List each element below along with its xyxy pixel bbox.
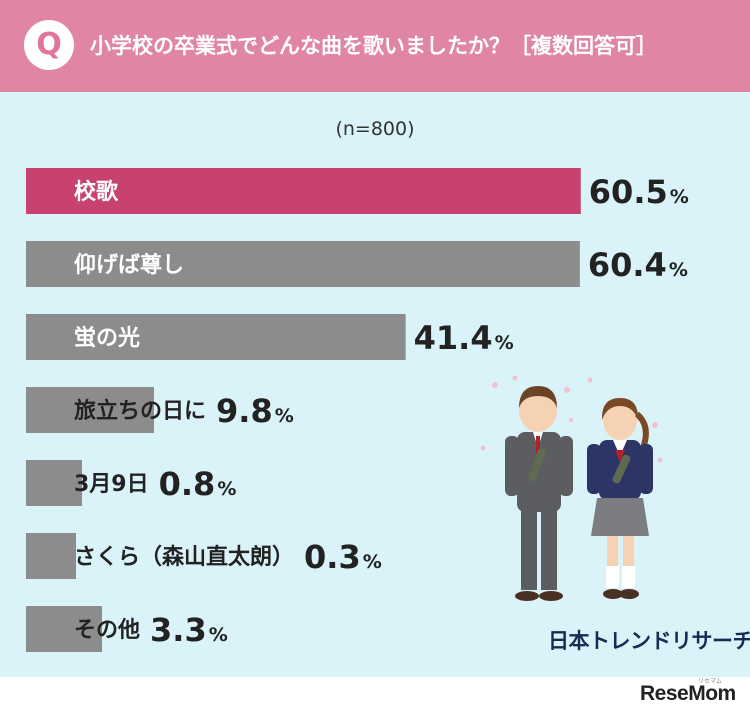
category-label-2: 仰げば尊し	[74, 252, 184, 278]
bar-3	[26, 314, 406, 360]
category-label-6: さくら（森山直太朗）	[74, 544, 294, 570]
girl-figure	[587, 398, 653, 599]
value-label-3: 41.4	[414, 319, 493, 357]
bar-chart: 校歌 60.5 % 仰げば尊し 60.4 % 蛍の光 41.4 % 旅立ちの日に 9.8 % 3月9日 0…	[26, 168, 689, 652]
brand-logo-text: 日本トレンドリサーチ	[548, 629, 750, 653]
bar-1	[26, 168, 581, 214]
category-label-7: その他	[74, 618, 140, 643]
value-label-6: 0.3	[304, 538, 361, 576]
watermark-logo: ReseMom	[640, 682, 736, 705]
value-label-5: 0.8	[159, 465, 216, 503]
percent-sign-5: %	[217, 478, 236, 500]
category-label-1: 校歌	[74, 179, 119, 205]
value-label-1: 60.5	[589, 173, 668, 211]
category-label-5: 3月9日	[74, 472, 149, 497]
bar-5	[26, 460, 82, 506]
watermark-reading: リセマム	[698, 678, 723, 685]
percent-sign-7: %	[209, 624, 228, 646]
percent-sign-2: %	[669, 259, 688, 281]
sample-size: (n=800)	[335, 118, 415, 140]
value-label-7: 3.3	[150, 611, 207, 649]
question-badge: Q	[24, 20, 74, 70]
bar-6	[26, 533, 76, 579]
percent-sign-6: %	[363, 551, 382, 573]
question-title: 小学校の卒業式でどんな曲を歌いましたか？［複数回答可］	[90, 34, 657, 58]
percent-sign-3: %	[495, 332, 514, 354]
category-label-4: 旅立ちの日に	[74, 398, 206, 424]
value-label-4: 9.8	[216, 392, 273, 430]
bar-7	[26, 606, 102, 652]
bar-2	[26, 241, 580, 287]
percent-sign-4: %	[275, 405, 294, 427]
boy-figure	[505, 386, 573, 601]
percent-sign-1: %	[670, 186, 689, 208]
value-label-2: 60.4	[588, 246, 667, 284]
question-header: Q 小学校の卒業式でどんな曲を歌いましたか？［複数回答可］	[0, 0, 750, 92]
category-label-3: 蛍の光	[74, 325, 140, 351]
bar-4	[26, 387, 154, 433]
graduates-illustration	[480, 375, 663, 601]
